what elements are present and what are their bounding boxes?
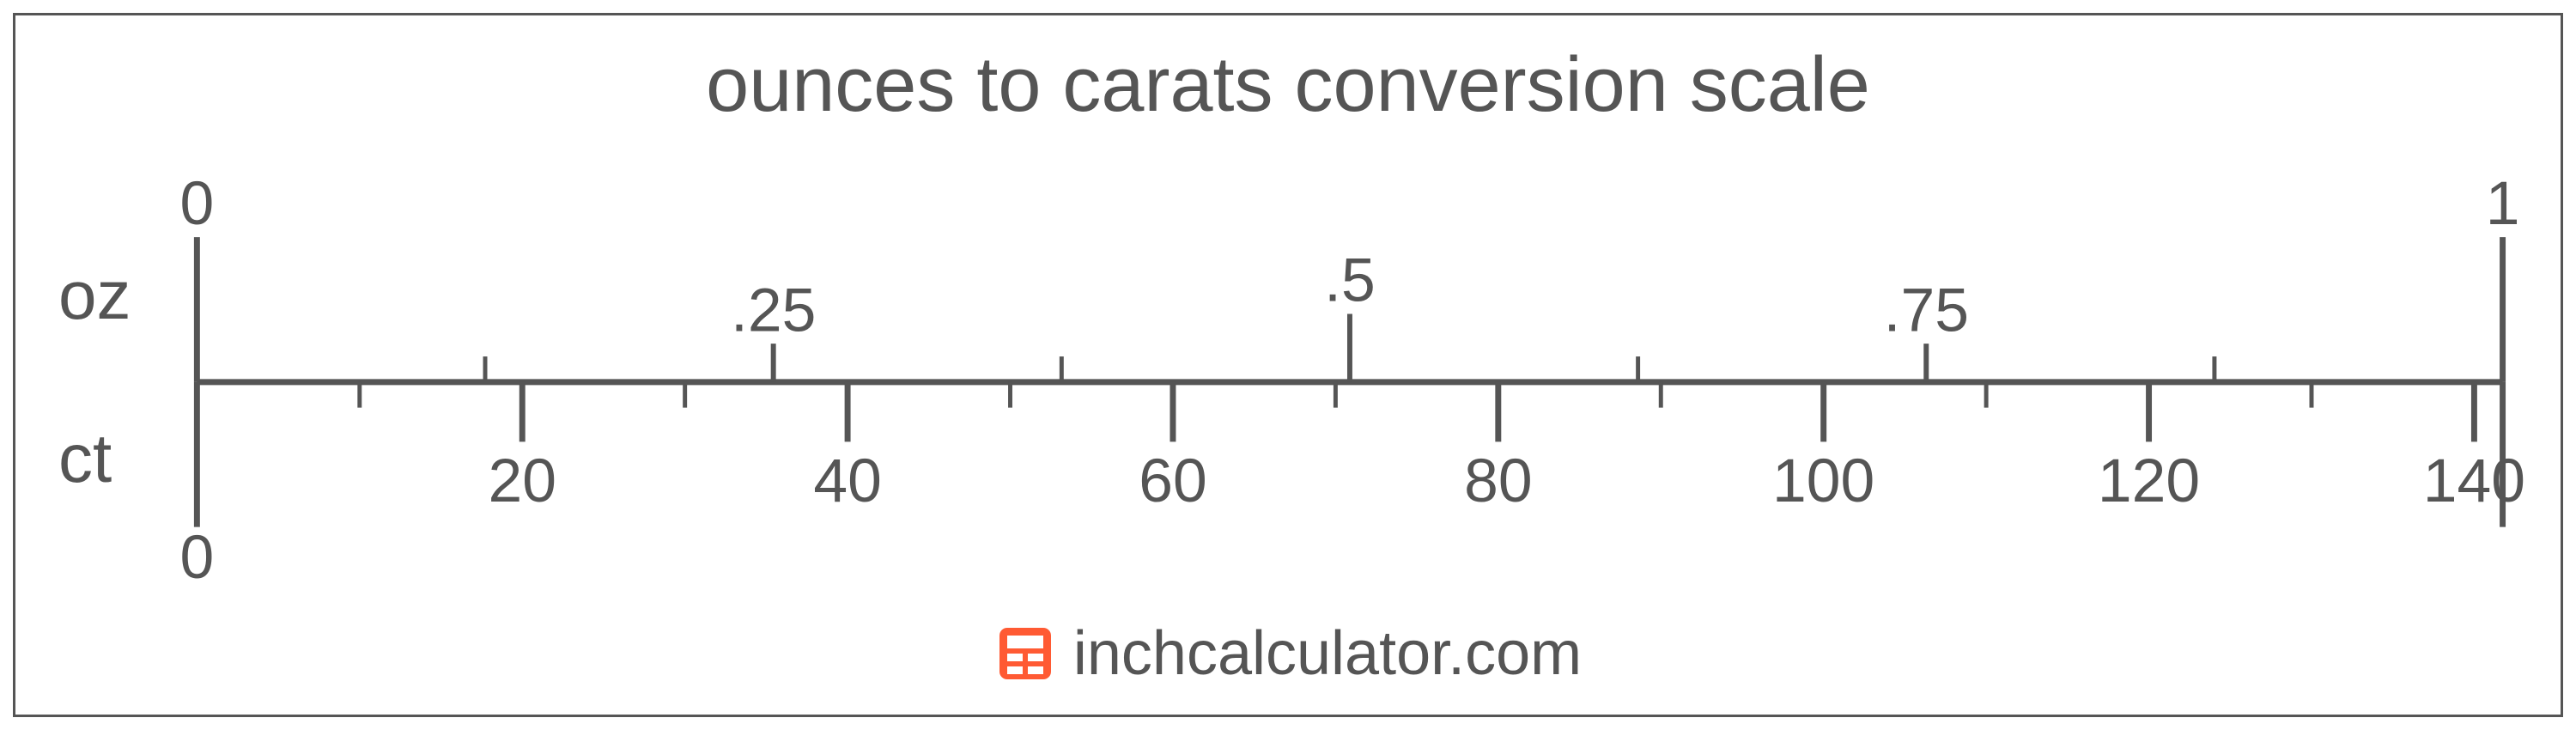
calculator-icon [994, 623, 1056, 684]
ct-tick-label: 0 [179, 523, 214, 592]
conversion-scale-svg: 0 .25 .5 .75 1 0 20 40 60 80 100 120 140 [15, 15, 2561, 715]
ct-tick-label: 60 [1139, 447, 1206, 515]
ct-tick-label: 100 [1772, 447, 1874, 515]
oz-tick-label: .25 [731, 276, 816, 344]
footer: inchcalculator.com [15, 618, 2561, 689]
scale-container: ounces to carats conversion scale oz ct … [13, 13, 2563, 717]
footer-text: inchcalculator.com [1073, 618, 1582, 689]
ct-tick-label: 140 [2423, 447, 2525, 515]
ct-tick-label: 20 [488, 447, 556, 515]
oz-tick-label: .5 [1324, 246, 1376, 315]
oz-tick-label: .75 [1884, 276, 1969, 344]
ct-tick-label: 40 [813, 447, 881, 515]
ct-tick-label: 80 [1464, 447, 1532, 515]
oz-tick-label: 1 [2486, 169, 2520, 238]
ct-tick-label: 120 [2098, 447, 2200, 515]
oz-tick-label: 0 [179, 169, 214, 238]
